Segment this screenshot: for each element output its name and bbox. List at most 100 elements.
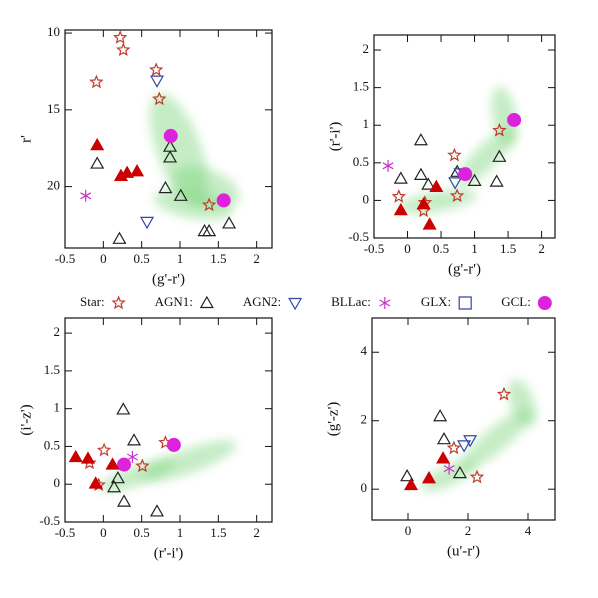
legend-marker [111,295,126,310]
y-tick-label: 2 [361,412,368,427]
x-tick-label: 1 [471,241,478,256]
point [96,442,112,457]
point [117,457,132,472]
y-tick-label: 1.5 [353,79,369,94]
x-tick-label: 1.5 [210,251,226,266]
point [492,122,507,137]
y-tick-label: 1.5 [44,362,60,377]
point [202,223,217,237]
x-tick-label: -0.5 [55,525,76,540]
y-tick-label: 15 [47,101,60,116]
point [162,150,178,163]
y-tick-label: 4 [361,343,368,358]
y-tick-label: 2 [54,324,61,339]
y-tick-label: 1 [54,400,61,415]
point [489,174,504,187]
point [413,133,428,146]
panel: -0.5 0 0.5 1 1.5 2 -0.5 0 0.5 1 1.5 2 (g'-r') (r'-i') [327,34,556,277]
point [458,167,473,182]
x-tick-label: 2 [253,525,260,540]
point [446,440,462,455]
point [116,402,131,415]
point [421,471,437,484]
point [120,165,135,178]
y-tick-label: 1 [363,116,370,131]
y-tick-label: 2 [363,41,370,56]
plot-frame [64,29,273,249]
point [393,202,408,216]
point [467,173,482,186]
point [116,494,132,507]
point [107,480,122,493]
point [110,470,125,484]
point [416,196,431,210]
x-tick-label: 4 [525,523,532,538]
point [447,147,462,162]
x-tick-label: 2 [253,251,260,266]
plot-frame [64,317,273,523]
x-tick-label: 1.5 [210,525,226,540]
point [429,179,444,192]
point [449,188,465,203]
point [421,177,436,190]
point [433,409,448,422]
point [148,62,164,77]
point [90,156,105,169]
point [222,216,237,229]
x-tick-label: 2 [538,241,545,256]
point [80,451,96,464]
x-axis-label: (g'-r') [152,271,185,287]
point [382,159,394,172]
point [90,137,105,151]
y-axis-label: r' [18,135,34,143]
y-axis-label: (r'-i') [327,122,343,152]
point [436,451,451,464]
y-tick-label: 0 [54,475,61,490]
point [393,171,408,184]
point [391,189,406,203]
x-tick-label: 0 [405,523,412,538]
legend-marker [288,297,303,311]
x-tick-label: 1.5 [500,241,516,256]
point [112,231,127,244]
y-tick-label: 0 [361,480,368,495]
point [149,504,165,517]
legend-label: GLX: [421,294,451,309]
legend-label: BLLac: [331,294,371,309]
x-tick-label: 0 [100,525,107,540]
plot-frame [371,317,556,521]
panel: -0.5 0 0.5 1 1.5 2 10 15 20 (g'-r') r' [18,24,273,287]
y-tick-label: -0.5 [39,513,60,528]
point [158,180,173,194]
y-axis-label: (g'-z') [325,402,341,437]
legend-marker [537,296,552,310]
panel: 0 2 4 0 2 4 (u'-r') (g'-z') [325,317,556,559]
density-cloud [491,86,518,146]
point [452,465,467,479]
x-tick-label: 0 [100,251,107,266]
point [496,386,512,401]
point [469,469,485,484]
point [80,189,92,202]
point [201,197,217,212]
x-tick-label: 0 [404,241,411,256]
x-axis-label: (r'-i') [154,545,184,561]
point [135,458,150,473]
point [436,431,452,445]
x-tick-label: 0.5 [134,525,150,540]
point [216,193,231,208]
y-tick-label: 0 [363,191,370,206]
panel: -0.5 0 0.5 1 1.5 2 -0.5 0 0.5 1 1.5 2 (r'-i') (i'-z') [18,317,273,561]
point [149,75,165,88]
y-axis-label: (i'-z') [18,404,34,435]
legend-label: AGN1: [155,294,193,309]
y-tick-label: 20 [47,178,60,193]
point [507,112,522,127]
point [163,128,178,143]
density-cloud [153,188,233,220]
y-tick-label: 10 [47,24,60,39]
x-tick-label: 1 [177,525,184,540]
point [492,149,507,162]
point [413,167,428,180]
